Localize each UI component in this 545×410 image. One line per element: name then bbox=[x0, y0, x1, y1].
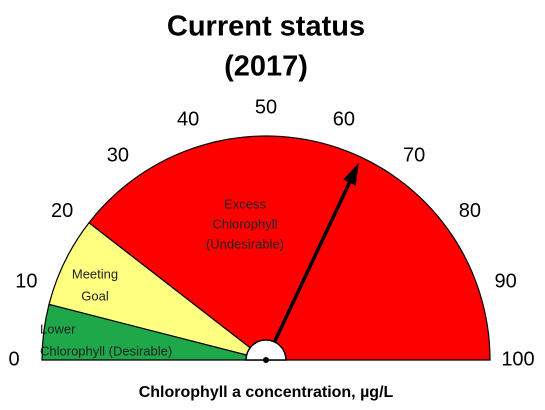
x-axis-label: Chlorophyll a concentration, µg/L bbox=[139, 384, 394, 401]
tick-label: 90 bbox=[495, 270, 517, 292]
band-label: Meeting bbox=[72, 266, 118, 281]
band-label: Goal bbox=[81, 288, 109, 303]
band-label: Chlorophyll bbox=[212, 216, 277, 231]
gauge-band bbox=[88, 135, 491, 361]
hub bbox=[245, 339, 287, 361]
band-label: (Undesirable) bbox=[206, 236, 284, 251]
hub-center bbox=[263, 357, 269, 363]
tick-label: 30 bbox=[107, 144, 129, 166]
chart-title: Current status bbox=[167, 11, 365, 43]
band-label: Lower bbox=[40, 321, 76, 336]
tick-label: 80 bbox=[459, 200, 481, 222]
needle bbox=[264, 181, 352, 361]
tick-label: 100 bbox=[501, 348, 534, 370]
tick-label: 40 bbox=[177, 109, 199, 131]
tick-label: 70 bbox=[403, 144, 425, 166]
band-label: Excess bbox=[224, 196, 266, 211]
band-label: Chlorophyll (Desirable) bbox=[40, 343, 172, 358]
tick-label: 60 bbox=[333, 109, 355, 131]
chart-title: (2017) bbox=[224, 51, 308, 83]
tick-label: 20 bbox=[51, 200, 73, 222]
tick-label: 50 bbox=[255, 96, 277, 118]
tick-label: 10 bbox=[15, 270, 37, 292]
needle-head bbox=[343, 162, 359, 186]
tick-label: 0 bbox=[8, 348, 19, 370]
